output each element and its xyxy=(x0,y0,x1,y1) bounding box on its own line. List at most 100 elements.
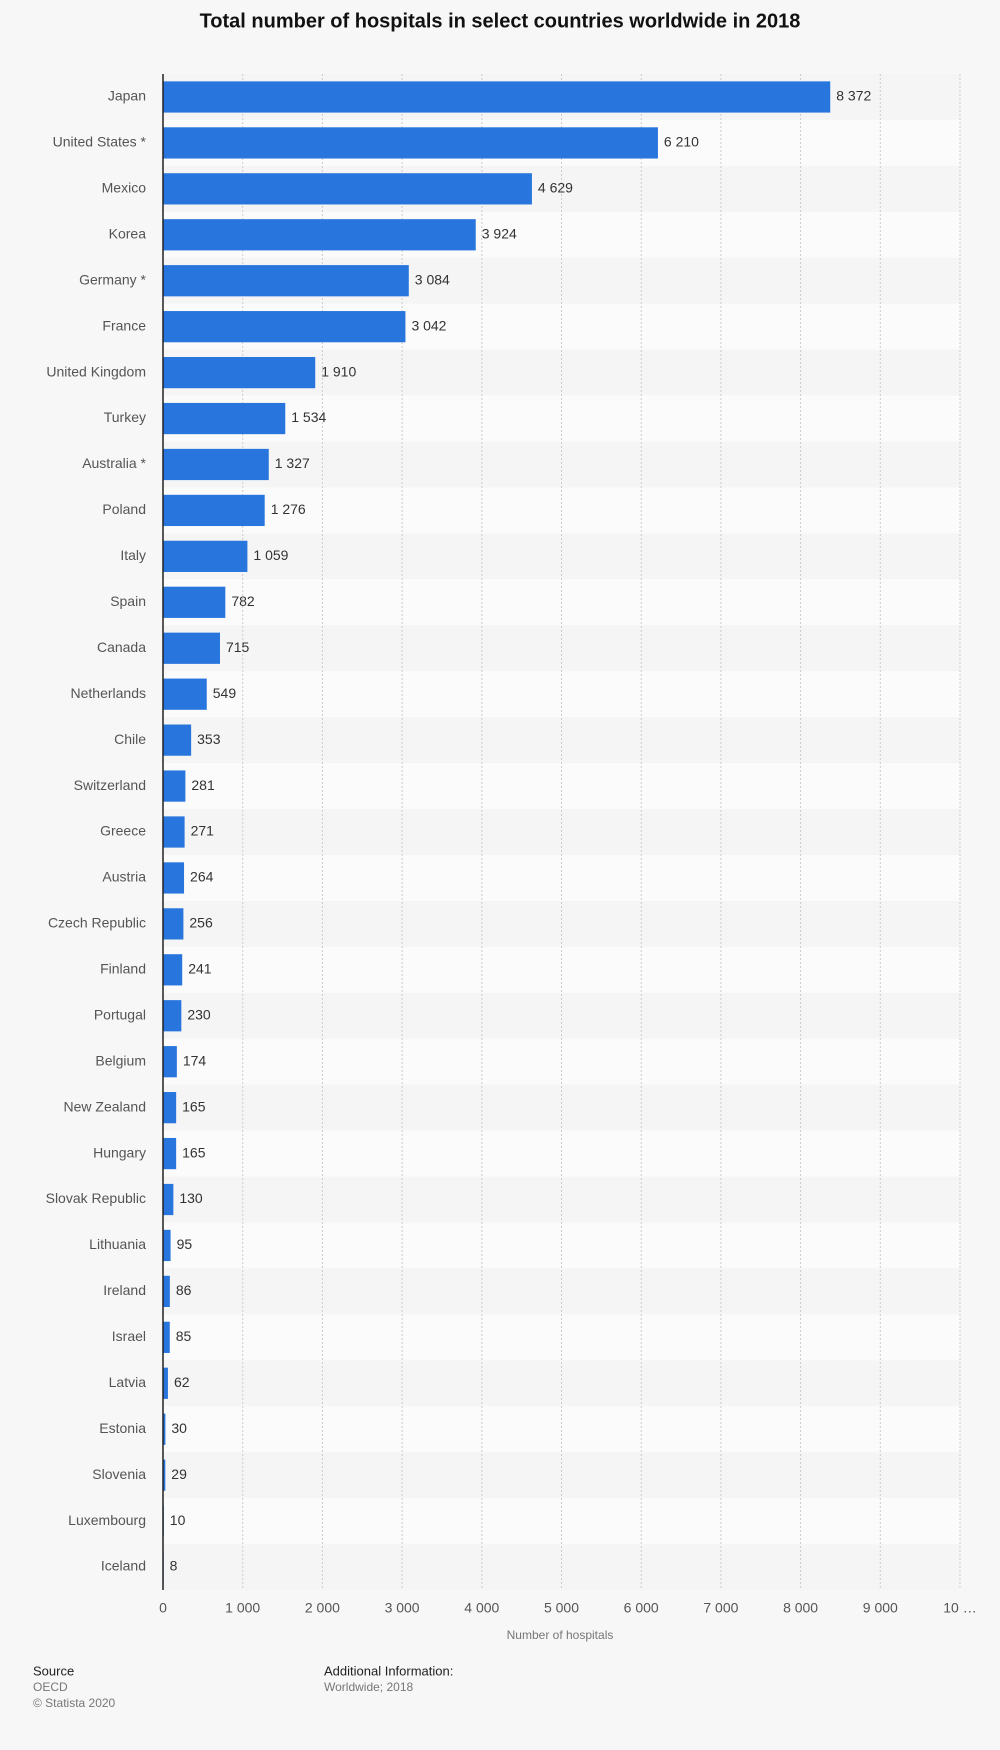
bar xyxy=(163,586,226,618)
value-label: 10 xyxy=(170,1512,186,1528)
value-label: 174 xyxy=(183,1052,207,1068)
value-label: 549 xyxy=(213,685,237,701)
y-tick-label: Mexico xyxy=(102,180,147,196)
y-tick-label: France xyxy=(102,317,146,333)
value-label: 8 372 xyxy=(836,88,871,104)
value-label: 241 xyxy=(188,961,212,977)
row-band xyxy=(163,1314,960,1361)
y-tick-label: Luxembourg xyxy=(68,1512,146,1528)
value-label: 130 xyxy=(179,1190,203,1206)
value-label: 1 276 xyxy=(271,501,306,517)
bar xyxy=(163,1046,177,1078)
bar xyxy=(163,1229,171,1262)
value-label: 230 xyxy=(187,1006,211,1022)
value-label: 30 xyxy=(171,1420,187,1436)
y-tick-label: Netherlands xyxy=(71,685,147,701)
row-band xyxy=(163,1406,960,1453)
y-tick-label: Israel xyxy=(112,1328,146,1344)
value-label: 95 xyxy=(177,1236,193,1252)
bar xyxy=(163,724,192,756)
bar xyxy=(163,402,286,435)
y-tick-label: Canada xyxy=(97,639,146,655)
x-tick-label: 3 000 xyxy=(385,1600,420,1616)
y-tick-label: Czech Republic xyxy=(48,915,146,931)
x-tick-label: 1 000 xyxy=(225,1600,260,1616)
value-label: 8 xyxy=(170,1558,178,1574)
y-tick-label: Austria xyxy=(102,869,146,885)
bar xyxy=(163,632,220,664)
bar xyxy=(163,311,406,343)
bar xyxy=(163,1137,177,1170)
bar xyxy=(163,81,831,113)
y-tick-label: Italy xyxy=(120,547,146,563)
y-tick-label: Poland xyxy=(102,501,146,517)
value-label: 715 xyxy=(226,639,250,655)
row-band xyxy=(163,625,960,672)
y-tick-label: Greece xyxy=(100,823,146,839)
y-tick-label: Iceland xyxy=(101,1558,146,1574)
value-label: 353 xyxy=(197,731,221,747)
row-band xyxy=(163,1130,960,1177)
y-tick-label: Turkey xyxy=(104,409,146,425)
bar xyxy=(163,862,185,894)
value-label: 3 084 xyxy=(415,271,450,287)
value-label: 62 xyxy=(174,1374,190,1390)
row-band xyxy=(163,717,960,764)
bar xyxy=(163,356,316,389)
y-tick-label: Slovenia xyxy=(92,1466,146,1482)
y-tick-label: United States * xyxy=(53,134,147,150)
bar xyxy=(163,540,248,572)
source-label: Source xyxy=(33,1663,74,1678)
y-tick-label: Portugal xyxy=(94,1006,146,1022)
y-tick-label: New Zealand xyxy=(64,1098,147,1114)
value-label: 4 629 xyxy=(538,180,573,196)
value-label: 1 327 xyxy=(275,455,310,471)
copyright: © Statista 2020 xyxy=(33,1696,116,1710)
value-label: 1 534 xyxy=(291,409,326,425)
x-axis-title: Number of hospitals xyxy=(507,1628,614,1642)
y-tick-label: Belgium xyxy=(95,1052,146,1068)
bar xyxy=(163,1183,174,1216)
bar xyxy=(163,127,658,159)
bar xyxy=(163,494,265,527)
x-tick-label: 10 … xyxy=(943,1600,976,1616)
x-tick-label: 6 000 xyxy=(624,1600,659,1616)
x-tick-label: 9 000 xyxy=(863,1600,898,1616)
value-label: 3 042 xyxy=(411,317,446,333)
value-label: 165 xyxy=(182,1144,206,1160)
y-tick-label: United Kingdom xyxy=(46,363,146,379)
y-tick-label: Chile xyxy=(114,731,146,747)
value-label: 86 xyxy=(176,1282,192,1298)
x-tick-label: 5 000 xyxy=(544,1600,579,1616)
bar xyxy=(163,1092,177,1124)
x-tick-label: 4 000 xyxy=(464,1600,499,1616)
value-label: 85 xyxy=(176,1328,192,1344)
bar xyxy=(163,908,184,940)
additional-info: Worldwide; 2018 xyxy=(324,1680,413,1694)
x-tick-label: 0 xyxy=(159,1600,167,1616)
bar xyxy=(163,1321,170,1353)
value-label: 281 xyxy=(191,777,215,793)
row-band xyxy=(163,1222,960,1269)
value-label: 165 xyxy=(182,1098,206,1114)
row-band xyxy=(163,1498,960,1545)
bar xyxy=(163,1413,166,1445)
y-tick-label: Switzerland xyxy=(74,777,146,793)
bar xyxy=(163,173,532,205)
y-tick-label: Australia * xyxy=(82,455,146,471)
bar xyxy=(163,816,185,848)
source: OECD xyxy=(33,1680,68,1694)
x-tick-label: 7 000 xyxy=(703,1600,738,1616)
value-label: 29 xyxy=(171,1466,187,1482)
bar xyxy=(163,1367,168,1399)
y-tick-label: Japan xyxy=(108,88,146,104)
bar xyxy=(163,265,409,297)
value-label: 271 xyxy=(191,823,215,839)
value-label: 6 210 xyxy=(664,134,699,150)
y-tick-label: Spain xyxy=(110,593,146,609)
bar xyxy=(163,770,186,802)
row-band xyxy=(163,946,960,993)
y-tick-label: Slovak Republic xyxy=(46,1190,146,1206)
value-label: 1 059 xyxy=(253,547,288,563)
